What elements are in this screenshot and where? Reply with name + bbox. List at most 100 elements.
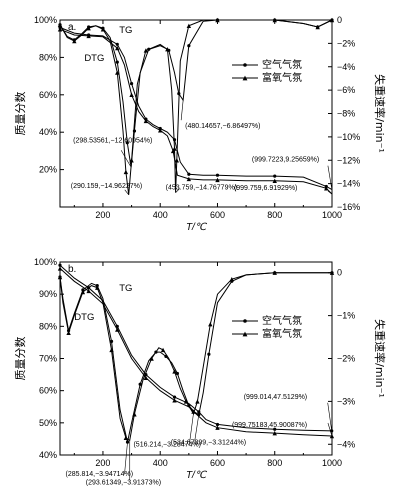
y-right-axis-label: 失重速率/min⁻¹ (373, 74, 387, 153)
annotation-label: (453.759,−14.76779%) (166, 185, 237, 192)
legend-marker-triangle (242, 75, 248, 81)
data-point-triangle (215, 17, 220, 23)
series-line-tg-air (59, 27, 333, 191)
data-point-triangle (115, 70, 120, 75)
data-point-circle (58, 263, 62, 267)
data-point-triangle (172, 398, 177, 403)
y-right-tick-label: −4% (337, 62, 355, 72)
annotation-label: (298.53561,−12.60954%) (73, 137, 152, 144)
data-point-triangle (123, 169, 129, 175)
annotation-leader (175, 188, 180, 193)
annotation-label: (516.214,−3.28474%) (133, 441, 201, 448)
data-point-triangle (165, 47, 170, 52)
y-right-tick-label: −2% (337, 354, 355, 364)
data-point-triangle (143, 375, 149, 380)
data-point-triangle (80, 289, 86, 295)
data-point-triangle (57, 274, 63, 280)
data-point-triangle (129, 158, 134, 163)
y-left-tick-label: 60% (39, 90, 57, 100)
x-tick-label: 1000 (322, 458, 342, 468)
data-point-triangle (86, 25, 91, 31)
y-left-tick-label: 40% (39, 450, 57, 460)
y-right-tick-label: 0 (337, 15, 342, 25)
x-axis-label: T/℃ (186, 222, 208, 233)
data-point-triangle (95, 285, 100, 290)
x-axis-label: T/℃ (186, 470, 208, 481)
x-tick-label: 400 (153, 458, 168, 468)
y-right-tick-label: 0 (337, 268, 342, 278)
data-point-triangle (324, 186, 329, 191)
annotation-label: (285.814,−3.94714%) (66, 471, 134, 478)
annotation-label: (999.759,6.91929%) (234, 185, 297, 192)
y-right-tick-label: −3% (337, 396, 355, 406)
y-left-tick-label: 60% (39, 386, 57, 396)
legend-label: 空气气氛 (262, 58, 302, 71)
curve-label-tg: TG (119, 25, 132, 36)
data-point-triangle (272, 270, 277, 275)
y-left-tick-label: 100% (34, 257, 57, 267)
data-point-circle (187, 172, 191, 176)
data-point-triangle (129, 92, 134, 97)
data-point-triangle (183, 399, 189, 404)
y-left-tick-label: 80% (39, 321, 57, 331)
annotation-label: (534.67899,−3.31244%) (171, 440, 246, 447)
data-point-triangle (109, 347, 114, 353)
data-point-circle (138, 382, 142, 386)
data-point-circle (129, 81, 134, 86)
data-point-circle (115, 42, 119, 46)
y-left-tick-label: 80% (39, 52, 57, 62)
annotation-label: (999.014,47.5129%) (244, 394, 307, 401)
data-point-triangle (208, 321, 213, 327)
data-point-triangle (57, 266, 63, 271)
y-left-tick-label: 40% (39, 127, 57, 137)
data-point-triangle (123, 435, 129, 441)
data-point-triangle (86, 33, 91, 39)
annotation-leader (124, 189, 130, 196)
data-point-triangle (57, 27, 63, 32)
series-line-dtg-oxygen (59, 19, 333, 195)
data-point-triangle (132, 412, 137, 417)
y-left-tick-label: 20% (39, 165, 57, 175)
annotation-leader (327, 422, 333, 437)
data-point-circle (215, 173, 220, 177)
data-point-circle (273, 427, 277, 431)
data-point-triangle (100, 27, 106, 32)
data-point-triangle (329, 17, 335, 23)
y-left-tick-label: 50% (39, 418, 57, 428)
data-point-triangle (160, 347, 166, 353)
legend-marker-circle (243, 63, 247, 67)
annotation-label: (290.159,−14.96227%) (71, 183, 142, 190)
data-point-circle (207, 352, 211, 356)
annotation-label: (999.75183,45.90087%) (232, 422, 307, 429)
data-point-triangle (272, 17, 277, 23)
y-right-tick-label: −8% (337, 109, 355, 119)
data-point-circle (109, 339, 114, 343)
annotation-leader (194, 414, 200, 441)
legend-label: 富氧气氛 (262, 327, 302, 340)
annotation-label: (480.14657,−6.86497%) (185, 123, 260, 130)
x-tick-label: 200 (95, 458, 110, 468)
x-tick-label: 1000 (322, 210, 342, 220)
data-point-circle (125, 141, 129, 145)
annotation-label: (293.61349,−3.91373%) (86, 479, 161, 486)
y-left-tick-label: 90% (39, 289, 57, 299)
legend-marker-triangle (242, 331, 248, 337)
data-point-triangle (57, 22, 63, 27)
y-right-tick-label: −2% (337, 38, 355, 48)
annotation-leader (180, 100, 184, 121)
data-point-circle (273, 174, 277, 178)
data-point-triangle (272, 430, 277, 436)
x-tick-label: 800 (267, 458, 282, 468)
chart-panel-b: 200 400 600 800 1000 40% 50% 60% 70% 80% 90% 100% 0 −… (14, 257, 387, 486)
data-point-circle (175, 371, 179, 376)
panel-label: a. (68, 22, 76, 33)
data-point-triangle (186, 23, 192, 29)
data-point-triangle (215, 425, 220, 430)
series-line-dtg-air (59, 272, 332, 443)
y-left-tick-label: 100% (34, 15, 57, 25)
data-point-triangle (66, 330, 71, 335)
annotation-leader (189, 413, 194, 444)
series-line-dtg-oxygen (59, 272, 332, 442)
panel-label: b. (68, 264, 76, 275)
